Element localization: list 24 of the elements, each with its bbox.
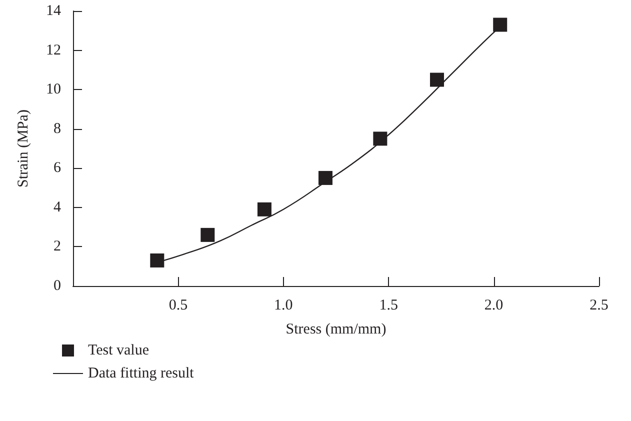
x-tick-label: 2.0	[484, 298, 504, 314]
x-axis-title: Stress (mm/mm)	[286, 322, 386, 338]
point	[150, 253, 164, 268]
x-tick-label: 0.5	[168, 298, 188, 314]
point	[318, 170, 332, 185]
point	[430, 72, 444, 87]
y-tick-label: 8	[54, 120, 61, 137]
y-tick-label: 6	[54, 160, 62, 176]
x-tick-label: 1.0	[274, 298, 293, 314]
point	[200, 228, 215, 242]
point	[257, 202, 272, 216]
y-tick-label: 4	[54, 199, 62, 216]
y-tick-label: 12	[46, 42, 61, 58]
x-tick-label: 2.5	[590, 298, 608, 314]
y-tick-label: 2	[54, 238, 61, 255]
legend-label: Data fitting result	[88, 366, 195, 382]
y-axis-title: Strain (MPa)	[16, 110, 32, 188]
y-tick-label: 0	[54, 278, 61, 294]
y-tick-label: 10	[46, 82, 61, 98]
y-tick-label: 14	[46, 3, 62, 19]
legend-label: Test value	[88, 342, 150, 358]
point	[493, 18, 508, 32]
x-tick-label: 1.5	[379, 298, 398, 314]
point	[373, 132, 388, 146]
